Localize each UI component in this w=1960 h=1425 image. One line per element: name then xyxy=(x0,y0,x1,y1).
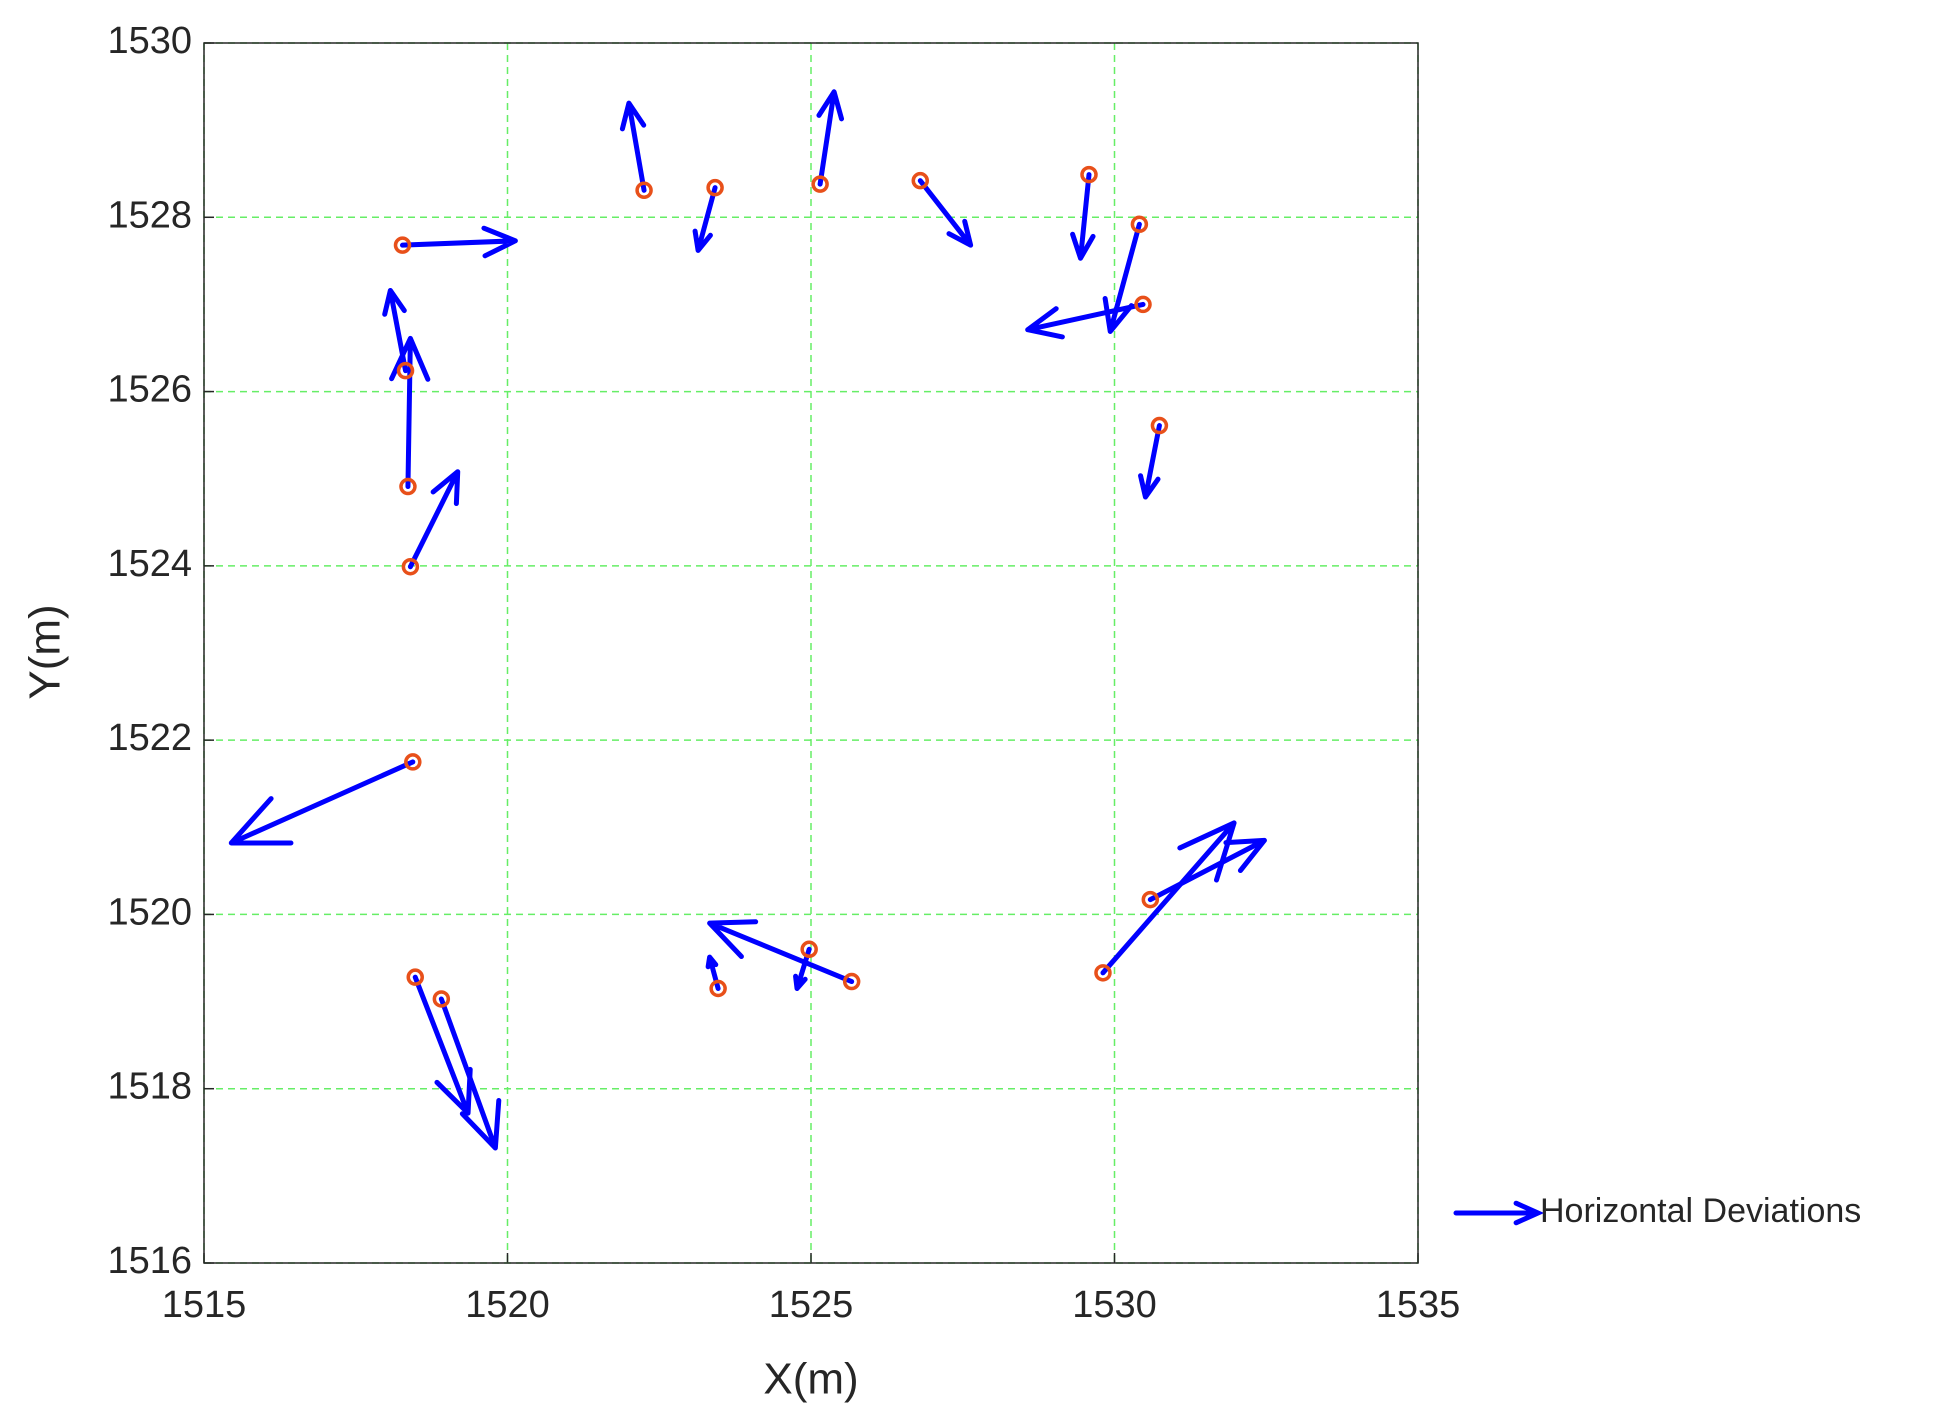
point-marker xyxy=(396,361,415,380)
point-marker xyxy=(1094,964,1112,982)
x-tick-label: 1530 xyxy=(1072,1284,1157,1326)
point-marker xyxy=(1130,215,1149,234)
arrow xyxy=(1147,837,1267,903)
arrow xyxy=(1138,423,1162,500)
arrow xyxy=(707,919,855,985)
point-marker xyxy=(1080,165,1098,184)
arrow xyxy=(389,335,431,490)
point-marker xyxy=(399,477,417,496)
point-marker xyxy=(635,181,653,200)
arrow xyxy=(399,225,518,259)
y-axis-label: Y(m) xyxy=(21,604,70,699)
point-marker xyxy=(709,979,727,998)
x-tick-label: 1520 xyxy=(465,1284,550,1326)
point-marker xyxy=(811,175,829,193)
y-tick-label: 1520 xyxy=(107,891,192,933)
x-tick-label: 1525 xyxy=(769,1284,854,1326)
arrow xyxy=(619,100,647,193)
point-marker xyxy=(1134,295,1152,314)
point-marker xyxy=(911,171,930,190)
arrow xyxy=(438,996,502,1151)
point-marker xyxy=(406,968,424,986)
point-marker xyxy=(1141,890,1160,909)
x-tick-label: 1535 xyxy=(1376,1284,1461,1326)
y-tick-label: 1530 xyxy=(107,20,192,62)
y-tick-label: 1516 xyxy=(107,1240,192,1282)
x-axis-label: X(m) xyxy=(763,1355,858,1404)
legend-swatch xyxy=(1453,1200,1545,1226)
y-tick-label: 1526 xyxy=(107,369,192,411)
arrow xyxy=(1100,820,1237,976)
legend-label: Horizontal Deviations xyxy=(1540,1192,1861,1230)
plot-frame xyxy=(203,42,1419,1264)
arrow xyxy=(407,469,461,570)
arrow xyxy=(917,178,974,248)
x-tick-label: 1515 xyxy=(162,1284,247,1326)
arrow xyxy=(1025,301,1146,340)
point-marker xyxy=(404,753,422,771)
point-marker xyxy=(800,940,818,959)
point-marker xyxy=(393,236,412,254)
arrow xyxy=(412,974,473,1116)
point-marker xyxy=(1150,416,1169,435)
arrow xyxy=(692,185,718,253)
y-tick-label: 1528 xyxy=(107,194,192,236)
arrow xyxy=(228,759,416,846)
y-tick-label: 1524 xyxy=(107,543,192,585)
point-marker xyxy=(842,972,861,991)
y-tick-label: 1522 xyxy=(107,717,192,759)
arrow xyxy=(816,89,845,187)
point-marker xyxy=(706,178,724,197)
arrow xyxy=(1102,221,1142,334)
point-marker xyxy=(432,990,451,1008)
arrow xyxy=(1070,172,1096,261)
point-marker xyxy=(401,557,420,576)
y-tick-label: 1518 xyxy=(107,1066,192,1108)
